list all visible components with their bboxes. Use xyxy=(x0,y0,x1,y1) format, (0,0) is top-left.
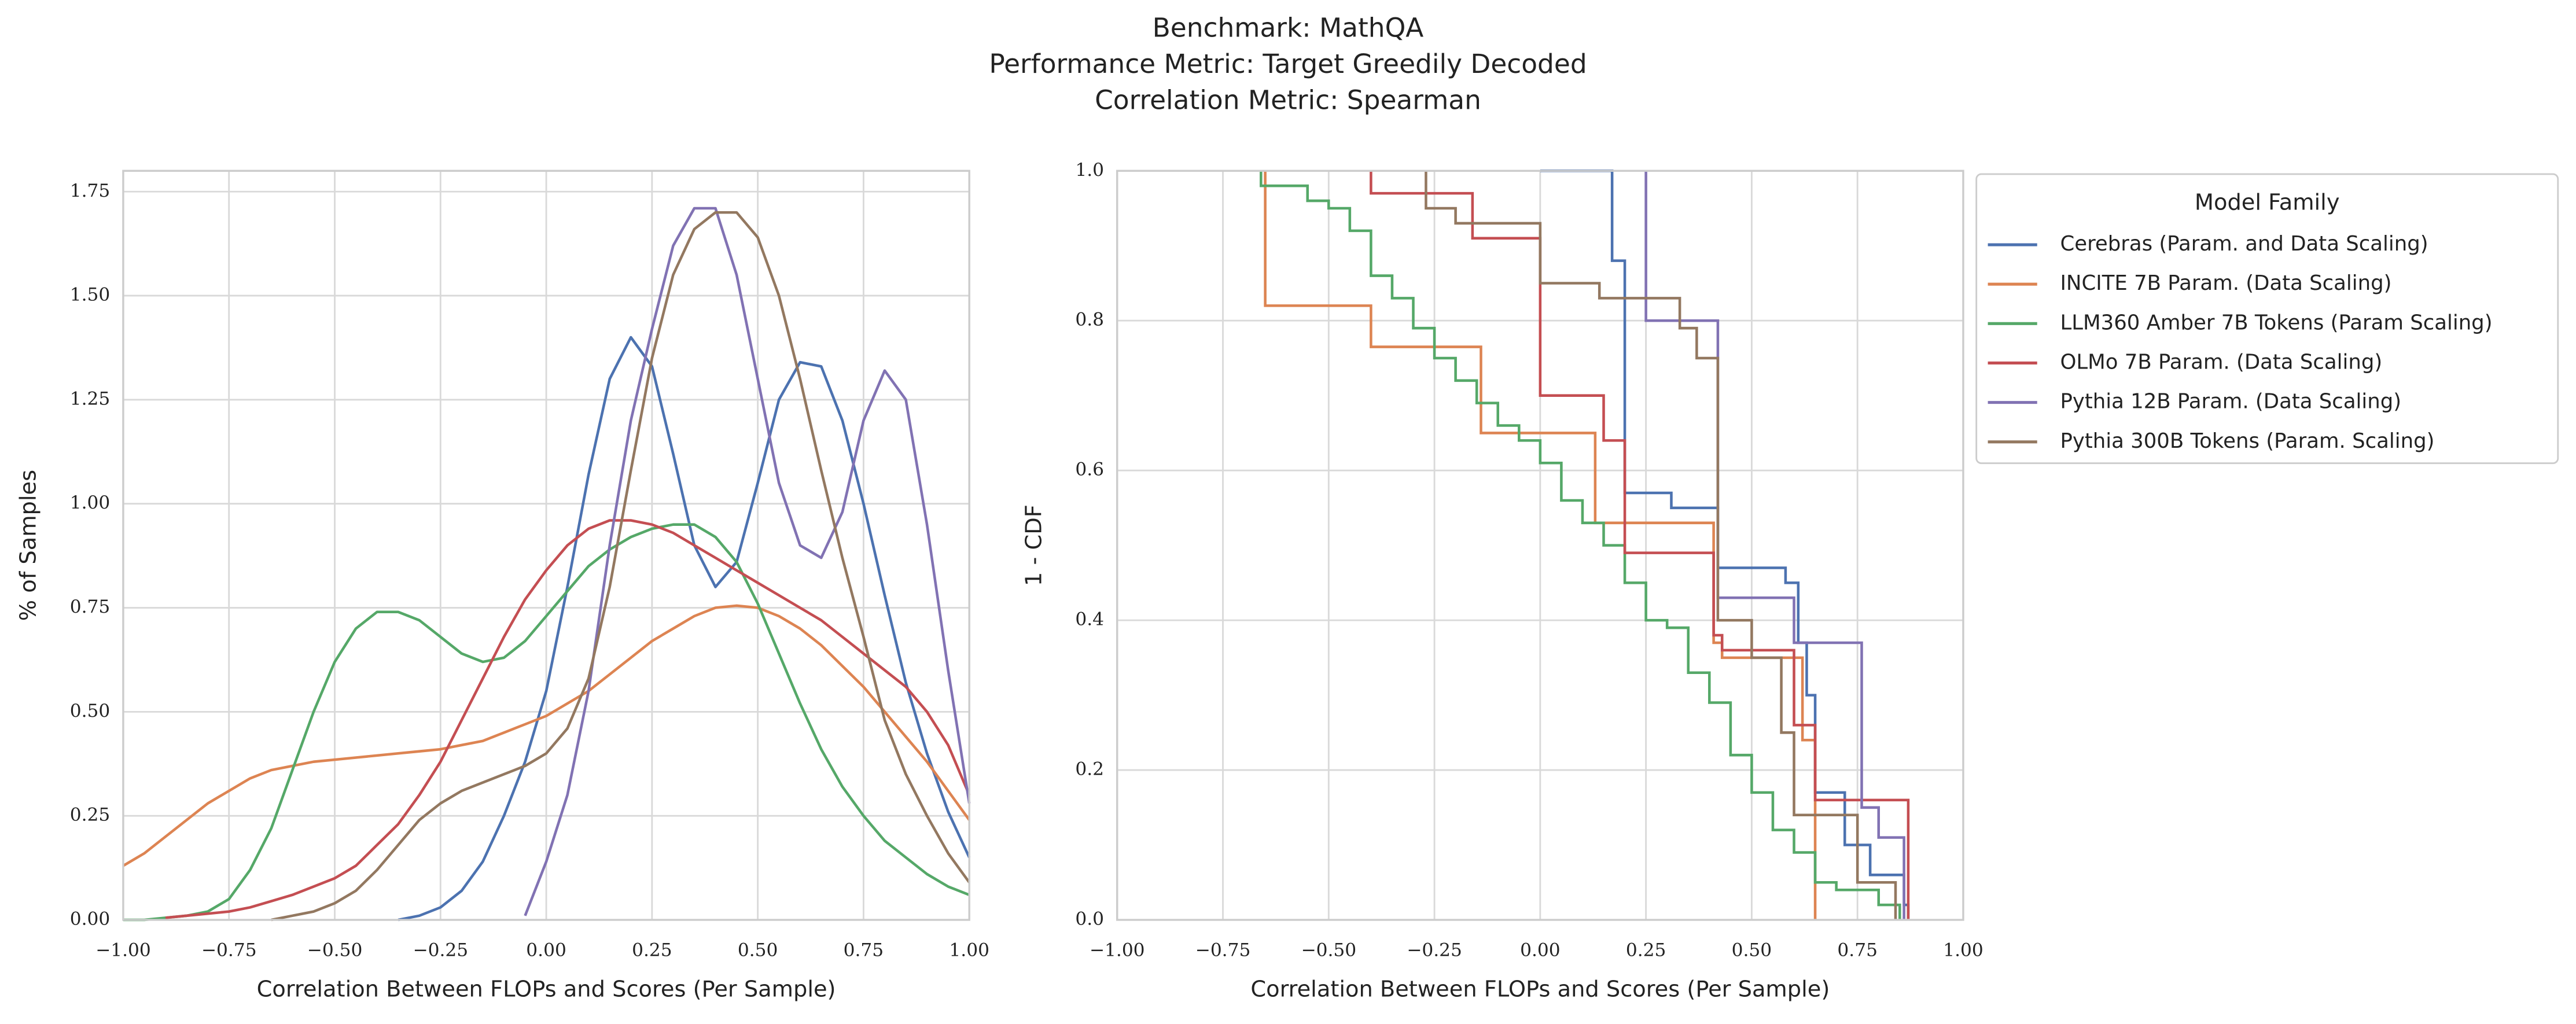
y-tick-label: 0.6 xyxy=(1075,459,1104,480)
y-tick-label: 0.0 xyxy=(1075,909,1104,930)
step-line xyxy=(1370,171,1910,920)
kde-line xyxy=(398,336,971,922)
suptitle-line: Benchmark: MathQA xyxy=(1153,13,1424,43)
y-tick-label: 0.4 xyxy=(1075,609,1104,630)
x-tick-label: 1.00 xyxy=(1943,940,1983,960)
y-tick-label: 0.8 xyxy=(1075,310,1104,330)
step-line xyxy=(1644,171,1905,920)
x-tick-label: 0.00 xyxy=(1520,940,1561,960)
x-tick-label: 0.25 xyxy=(1626,940,1666,960)
y-tick-label: 0.00 xyxy=(70,909,111,930)
y-axis-label: 1 - CDF xyxy=(1021,504,1047,586)
kde-line xyxy=(123,523,970,922)
kde-line xyxy=(165,519,971,919)
x-tick-label: −0.25 xyxy=(413,940,468,960)
y-tick-label: 1.0 xyxy=(1075,160,1104,181)
y-tick-label: 0.75 xyxy=(70,596,111,617)
legend-title: Model Family xyxy=(2195,190,2340,216)
x-tick-label: −0.75 xyxy=(201,940,257,960)
legend-label: Cerebras (Param. and Data Scaling) xyxy=(2060,232,2428,256)
x-tick-label: 0.50 xyxy=(738,940,778,960)
y-tick-label: 0.2 xyxy=(1075,759,1104,780)
x-tick-label: 0.50 xyxy=(1732,940,1772,960)
suptitle-line: Correlation Metric: Spearman xyxy=(1095,85,1481,116)
legend-label: Pythia 12B Param. (Data Scaling) xyxy=(2060,390,2401,414)
kde-line xyxy=(271,211,971,922)
x-tick-label: 0.75 xyxy=(1837,940,1878,960)
legend-label: LLM360 Amber 7B Tokens (Param Scaling) xyxy=(2060,311,2492,334)
x-tick-label: −0.50 xyxy=(1301,940,1356,960)
x-axis-label: Correlation Between FLOPs and Scores (Pe… xyxy=(257,977,836,1003)
kde-line xyxy=(524,207,971,916)
y-tick-label: 0.25 xyxy=(70,805,111,826)
step-line xyxy=(1260,171,1901,920)
legend-label: Pythia 300B Tokens (Param. Scaling) xyxy=(2060,429,2434,453)
y-tick-label: 1.50 xyxy=(70,285,111,305)
x-tick-label: 0.00 xyxy=(526,940,566,960)
suptitle-line: Performance Metric: Target Greedily Deco… xyxy=(989,49,1587,79)
x-tick-label: 0.75 xyxy=(844,940,884,960)
axes-frame xyxy=(122,170,970,921)
y-tick-label: 1.25 xyxy=(70,388,111,409)
legend-label: INCITE 7B Param. (Data Scaling) xyxy=(2060,271,2391,295)
x-tick-label: −0.50 xyxy=(307,940,363,960)
kde-line xyxy=(122,604,971,867)
step-line xyxy=(1425,171,1897,920)
legend-label: OLMo 7B Param. (Data Scaling) xyxy=(2060,350,2382,374)
x-tick-label: −0.25 xyxy=(1407,940,1462,960)
y-tick-label: 1.00 xyxy=(70,492,111,513)
y-axis-label: % of Samples xyxy=(16,470,42,621)
x-tick-label: −1.00 xyxy=(1090,940,1145,960)
axes-frame xyxy=(1116,170,1964,921)
x-axis-label: Correlation Between FLOPs and Scores (Pe… xyxy=(1250,977,1830,1003)
x-tick-label: 1.00 xyxy=(949,940,989,960)
x-tick-label: 0.25 xyxy=(632,940,672,960)
x-tick-label: −0.75 xyxy=(1195,940,1251,960)
figure-content: Benchmark: MathQA Performance Metric: Ta… xyxy=(16,13,2559,1003)
x-tick-label: −1.00 xyxy=(95,940,151,960)
legend-box xyxy=(1975,173,2559,465)
y-tick-label: 1.75 xyxy=(70,181,111,201)
step-line xyxy=(1264,171,1817,920)
y-tick-label: 0.50 xyxy=(70,701,111,721)
